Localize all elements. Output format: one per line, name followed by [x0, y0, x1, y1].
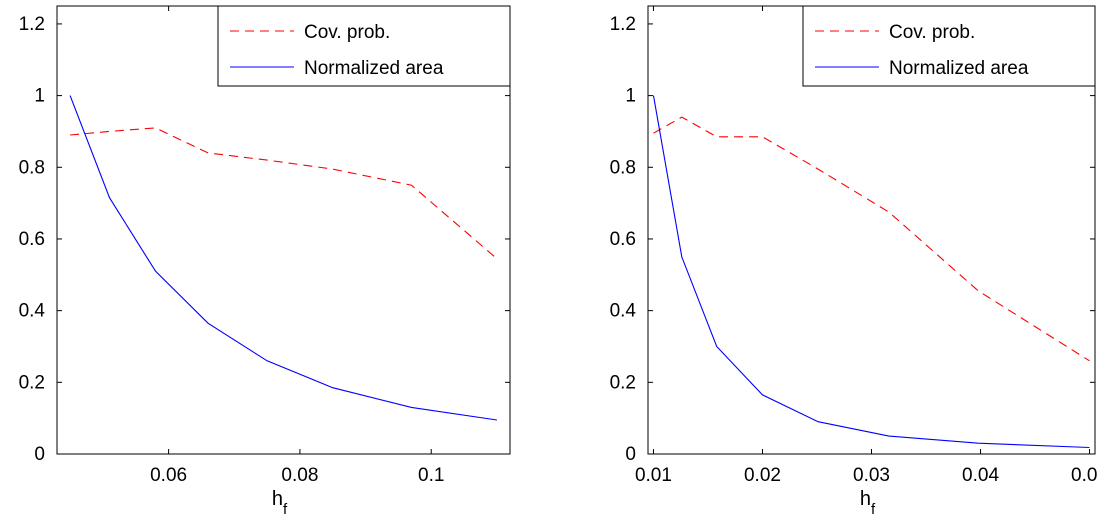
y-tick-label: 1 [34, 86, 45, 107]
right-chart: 0 0.2 0.4 0.6 0.8 1 1.2 0.01 0.02 0.03 0.04 0.05 hf C… [549, 0, 1098, 527]
y-tick-label: 0.8 [610, 157, 636, 178]
x-axis-label-subscript: f [283, 501, 288, 518]
y-tick-label: 0.6 [610, 229, 636, 250]
legend-box [802, 5, 1096, 87]
x-tick-label: 0.02 [744, 465, 781, 486]
x-axis-label-main: h [272, 488, 283, 510]
series-line-cov-prob [653, 116, 1090, 362]
series-line-normalized-area [69, 95, 497, 421]
x-tick-label: 0.01 [635, 465, 672, 486]
y-tick-label: 1 [625, 86, 636, 107]
x-axis-label: hf [860, 488, 876, 518]
y-tick-label: 0.6 [19, 229, 45, 250]
x-axis-label: hf [272, 488, 288, 518]
legend-label-normalized-area: Normalized area [304, 58, 444, 79]
legend-label-cov-prob: Cov. prob. [304, 22, 390, 43]
x-tick-label: 0.06 [150, 465, 187, 486]
x-tick-label: 0.05 [1071, 465, 1098, 486]
x-axis-label-main: h [860, 488, 871, 510]
y-tick-label: 1.2 [610, 14, 636, 35]
y-tick-label: 0.2 [610, 372, 636, 393]
x-tick-label: 0.03 [853, 465, 890, 486]
left-chart: 0 0.2 0.4 0.6 0.8 1 1.2 0.06 0.08 0.1 hf Cov. prob.… [19, 5, 511, 518]
x-tick-label: 0.04 [962, 465, 999, 486]
legend-label-cov-prob: Cov. prob. [889, 22, 975, 43]
x-axis-label-subscript: f [871, 501, 876, 518]
y-tick-label: 0.2 [19, 372, 45, 393]
y-tick-label: 0 [34, 444, 45, 465]
series-line-cov-prob [70, 127, 498, 260]
legend-label-normalized-area: Normalized area [889, 58, 1029, 79]
y-tick-label: 0.4 [610, 301, 637, 322]
y-tick-label: 0.4 [19, 301, 46, 322]
y-tick-label: 0.8 [19, 157, 45, 178]
x-tick-label: 0.1 [418, 465, 444, 486]
right-chart-svg: 0 0.2 0.4 0.6 0.8 1 1.2 0.01 0.02 0.03 0.04 0.05 hf C… [610, 5, 1098, 518]
series-line-normalized-area [652, 95, 1090, 449]
left-chart-svg: 0 0.2 0.4 0.6 0.8 1 1.2 0.06 0.08 0.1 hf Cov. prob.… [19, 5, 511, 518]
y-tick-label: 0 [625, 444, 636, 465]
x-tick-label: 0.08 [281, 465, 318, 486]
legend-box [217, 5, 511, 87]
y-tick-label: 1.2 [19, 14, 45, 35]
